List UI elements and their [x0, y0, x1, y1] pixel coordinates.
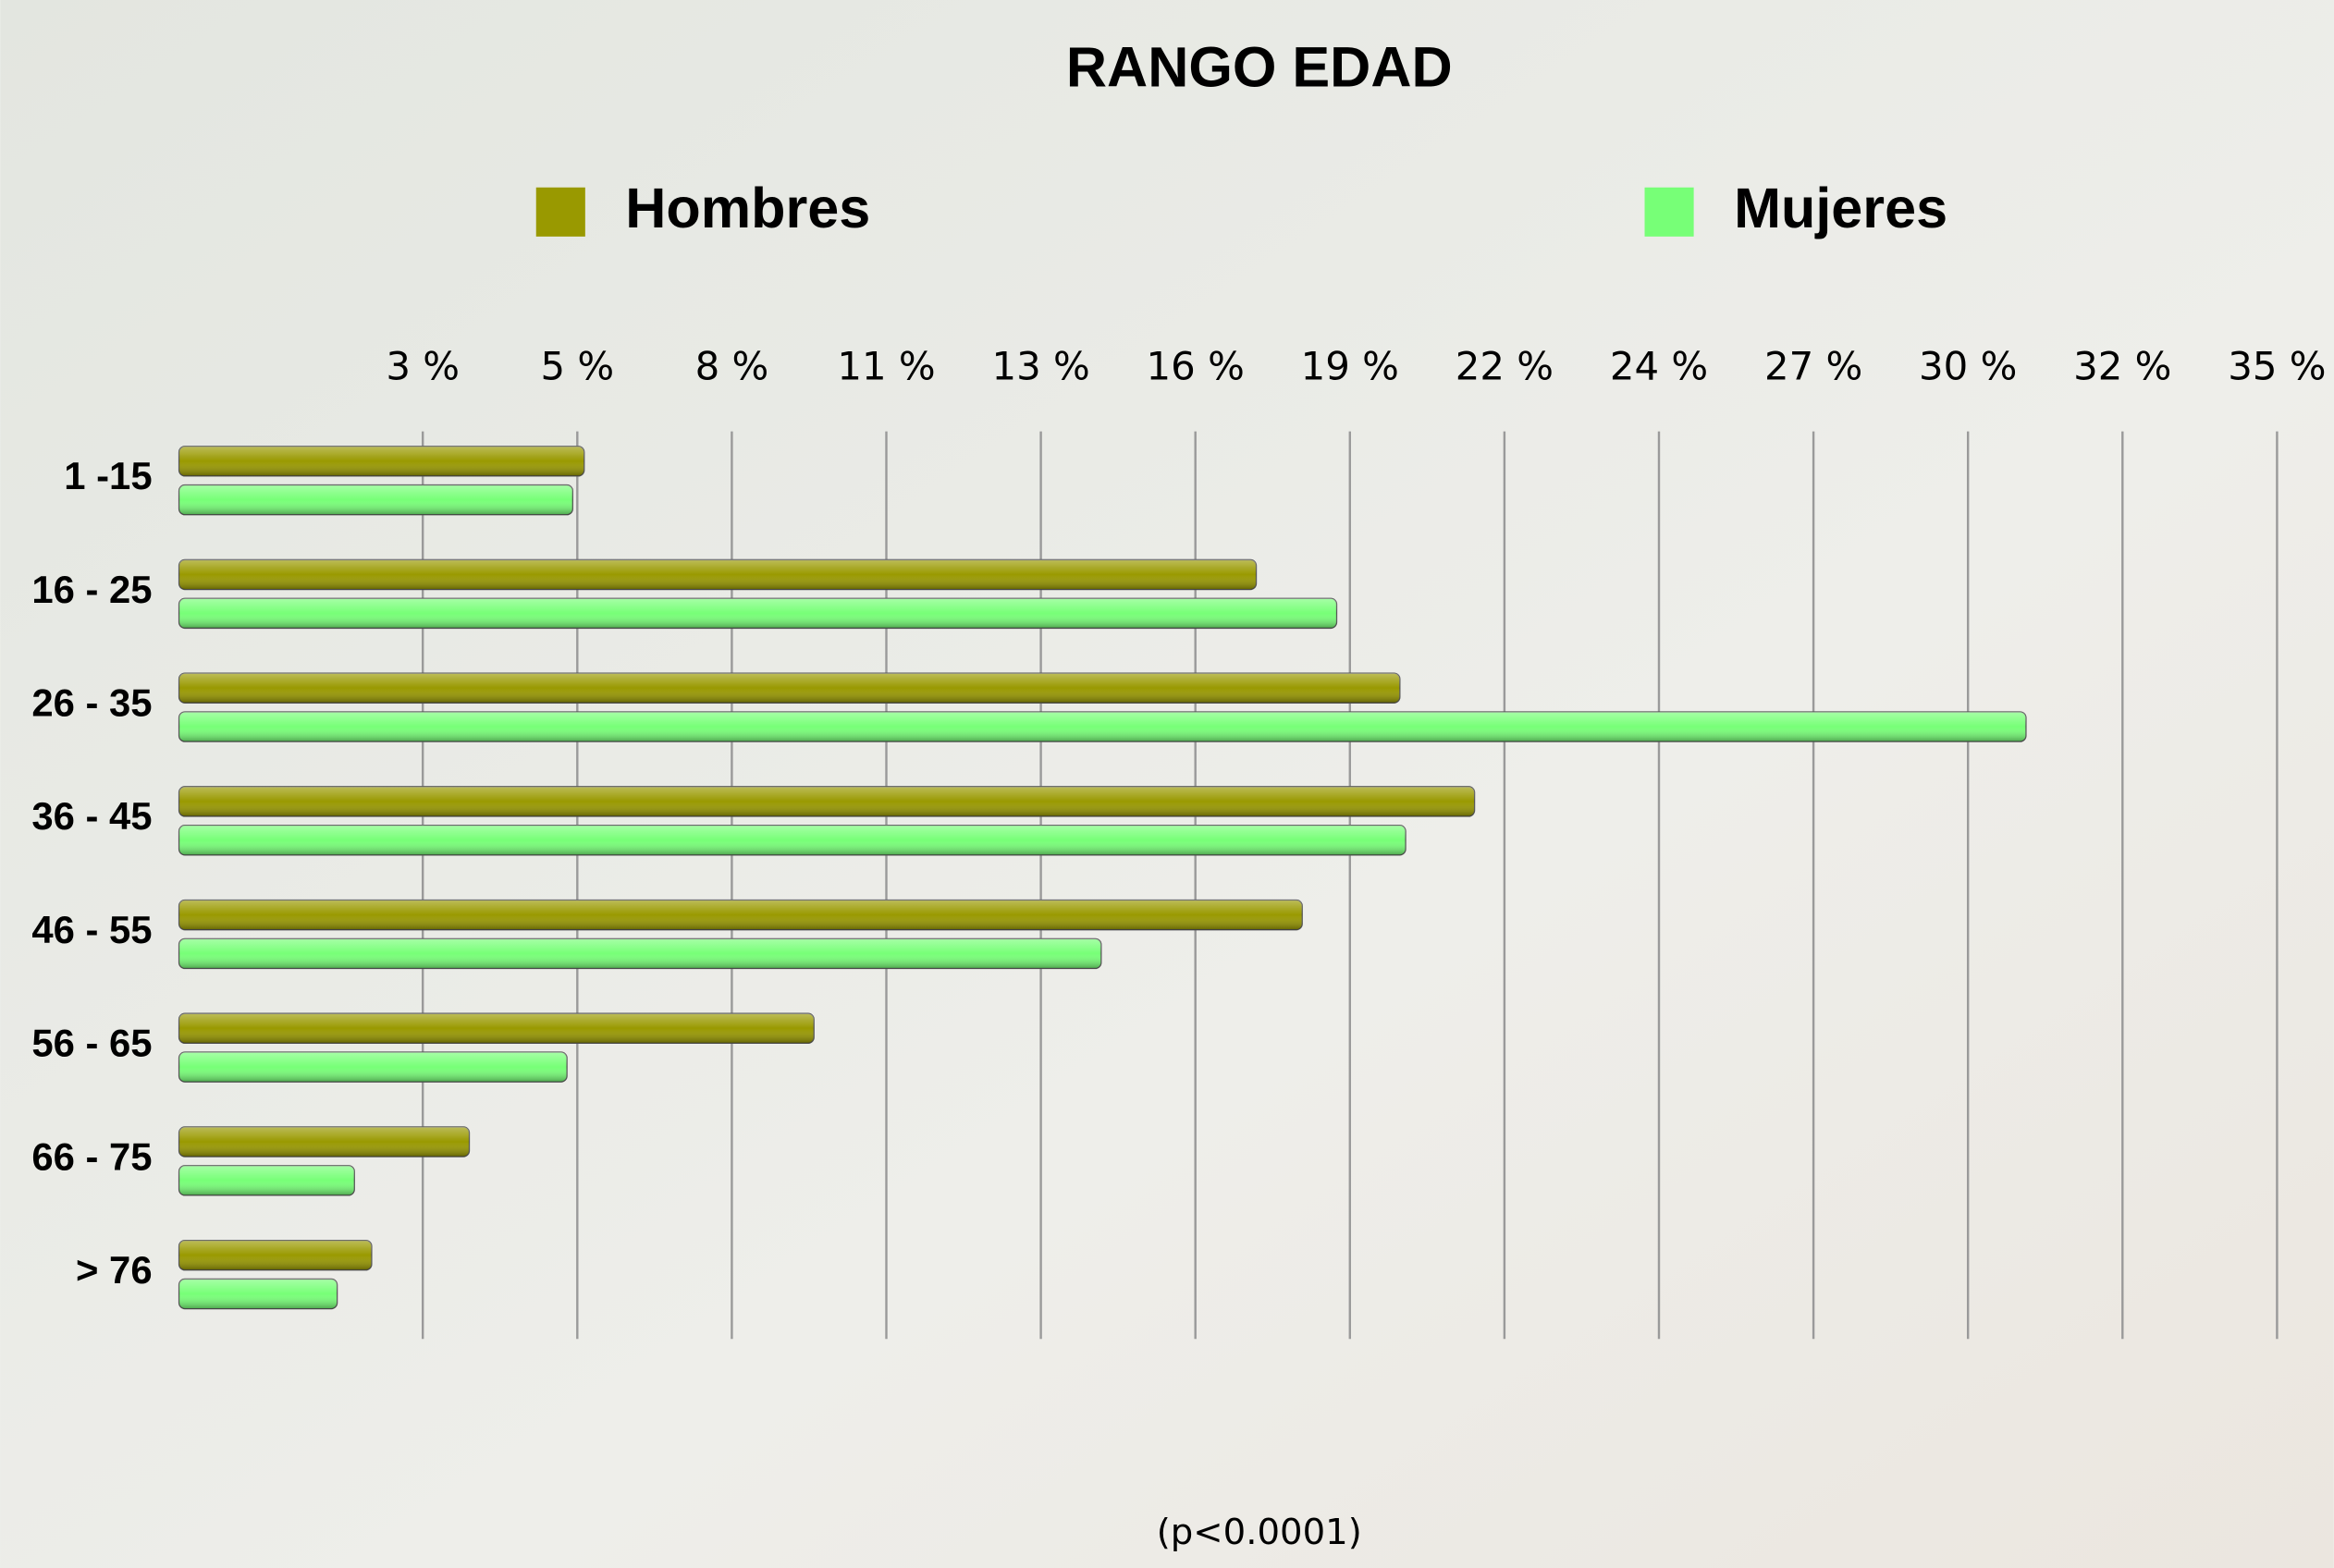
y-tick-label: 1 -15: [64, 454, 152, 497]
bar-shade: [178, 900, 1303, 930]
bar-shade: [178, 1013, 815, 1044]
x-tick-label: 16 %: [1147, 343, 1245, 388]
legend-label: Mujeres: [1734, 177, 1947, 239]
bar-shade: [178, 559, 1257, 590]
y-tick-label: > 76: [76, 1248, 153, 1292]
bar-shade: [178, 1279, 338, 1309]
bar-shade: [178, 1240, 372, 1270]
bar-shade: [178, 1165, 355, 1195]
bar-shade: [178, 711, 2026, 742]
legend-label: Hombres: [625, 177, 870, 239]
legend-swatch: [1644, 187, 1694, 237]
legend-swatch: [535, 187, 585, 237]
bar-shade: [178, 786, 1475, 816]
x-tick-label: 32 %: [2073, 343, 2171, 388]
chart-title: RANGO EDAD: [1066, 35, 1453, 98]
bar-shade: [178, 1126, 470, 1158]
x-tick-label: 13 %: [991, 343, 1089, 388]
x-tick-label: 30 %: [1919, 343, 2017, 388]
x-tick-label: 24 %: [1610, 343, 1708, 388]
x-tick-label: 8 %: [695, 343, 769, 388]
y-tick-label: 36 - 45: [31, 794, 152, 838]
x-tick-label: 27 %: [1764, 343, 1862, 388]
annotation: (p<0.0001): [1157, 1512, 1362, 1553]
bar-shade: [178, 825, 1407, 855]
x-tick-label: 5 %: [540, 343, 614, 388]
x-tick-label: 35 %: [2228, 343, 2326, 388]
bar-shade: [178, 446, 584, 476]
bar-shade: [178, 938, 1101, 969]
x-tick-label: 11 %: [837, 343, 935, 388]
bar-shade: [178, 598, 1337, 629]
bar-shade: [178, 484, 573, 515]
bar-shade: [178, 1052, 568, 1083]
y-tick-label: 46 - 55: [31, 908, 152, 951]
y-tick-label: 16 - 25: [31, 568, 152, 611]
y-tick-label: 66 - 75: [31, 1134, 152, 1178]
y-tick-label: 56 - 65: [31, 1022, 152, 1065]
y-tick-label: 26 - 35: [31, 681, 152, 725]
x-tick-label: 3 %: [386, 343, 460, 388]
bar-shade: [178, 673, 1400, 704]
x-tick-label: 19 %: [1301, 343, 1399, 388]
x-tick-label: 22 %: [1456, 343, 1554, 388]
